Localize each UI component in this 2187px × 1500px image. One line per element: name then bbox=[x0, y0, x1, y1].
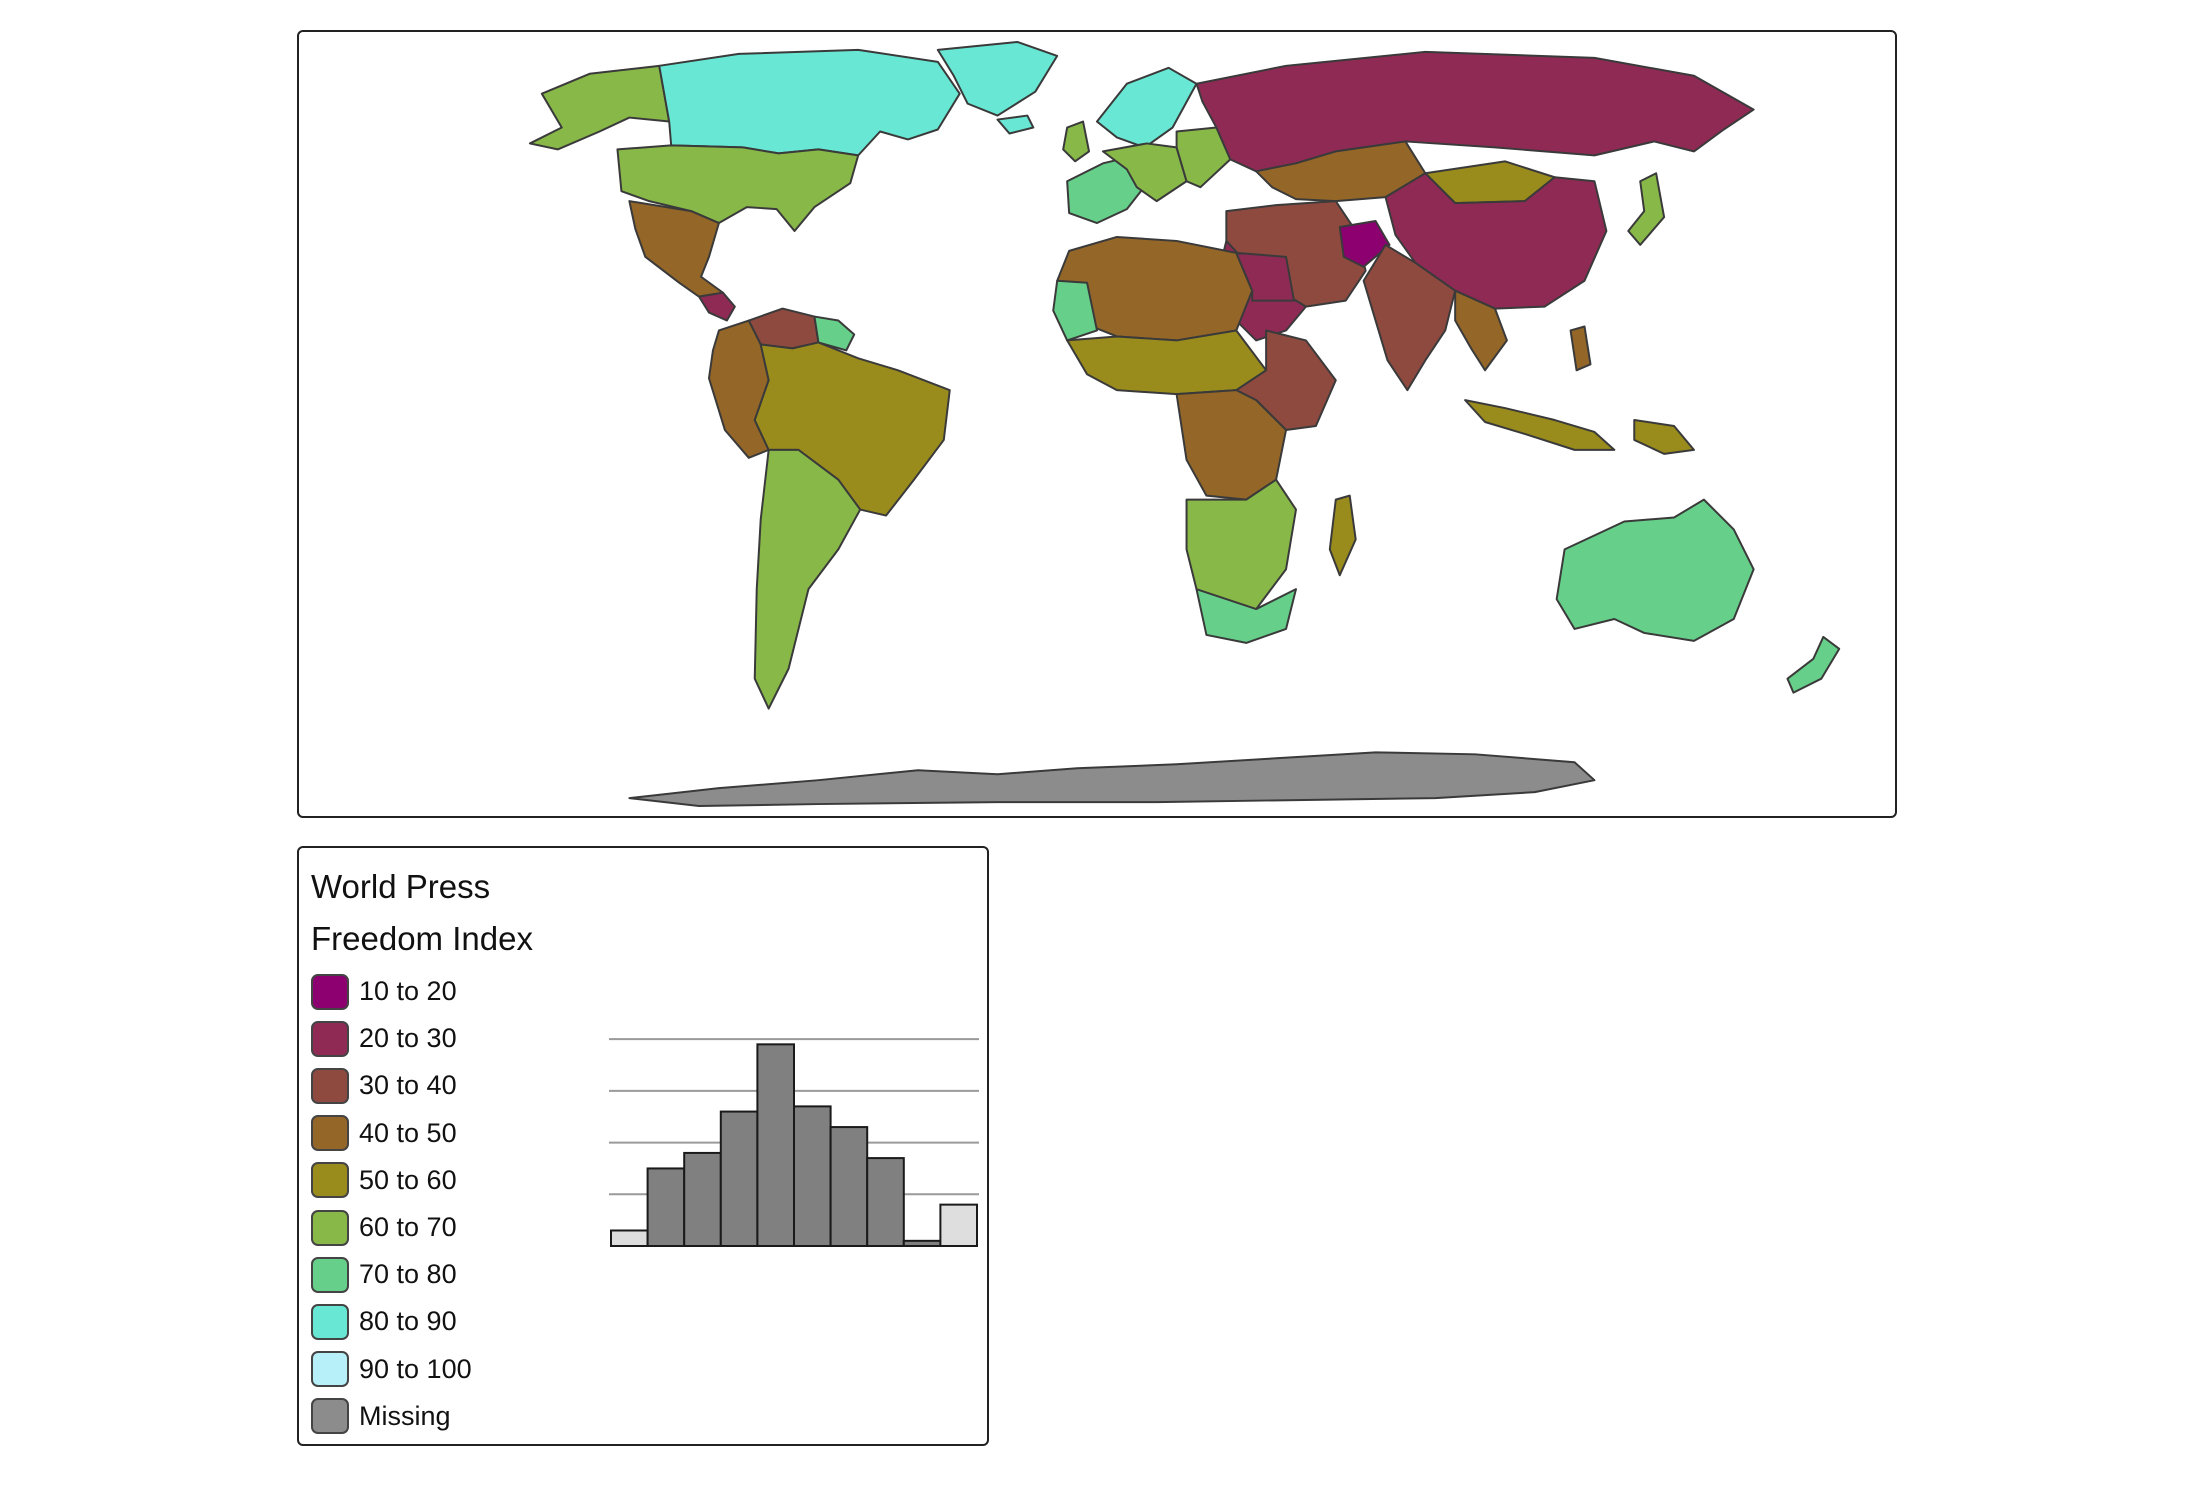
country-sahel[interactable] bbox=[1066, 329, 1268, 396]
legend-label: 20 to 30 bbox=[359, 1023, 457, 1054]
country-central-europe[interactable] bbox=[1101, 142, 1188, 203]
country-guianas[interactable] bbox=[813, 315, 856, 352]
country-southern-africa[interactable] bbox=[1185, 478, 1297, 620]
legend-item-90-100: 90 to 100 bbox=[311, 1346, 472, 1393]
histogram-bar bbox=[756, 1043, 795, 1248]
legend-swatch bbox=[311, 1256, 349, 1293]
histogram-bar bbox=[646, 1167, 686, 1247]
country-new-zealand[interactable] bbox=[1786, 635, 1841, 694]
world-map[interactable] bbox=[297, 30, 1897, 818]
country-antarctica[interactable] bbox=[628, 751, 1596, 808]
histogram-bar bbox=[610, 1229, 649, 1248]
legend-label: 10 to 20 bbox=[359, 976, 457, 1007]
country-alaska[interactable] bbox=[528, 64, 671, 151]
legend-label: 80 to 90 bbox=[359, 1306, 457, 1337]
country-southeast-asia[interactable] bbox=[1454, 289, 1508, 372]
country-brazil[interactable] bbox=[753, 341, 951, 517]
country-philippines[interactable] bbox=[1569, 325, 1592, 372]
histogram-bar bbox=[683, 1151, 722, 1247]
country-indonesia[interactable] bbox=[1464, 399, 1616, 451]
legend-item-70-80: 70 to 80 bbox=[311, 1251, 472, 1298]
legend-title-line-1: World Press bbox=[311, 868, 491, 905]
legend-swatch bbox=[311, 1020, 349, 1057]
legend-swatch bbox=[311, 1162, 349, 1199]
histogram-bar bbox=[719, 1110, 759, 1247]
histogram-bar bbox=[902, 1239, 942, 1248]
legend-swatch bbox=[311, 973, 349, 1010]
country-argentina[interactable] bbox=[753, 448, 862, 710]
legend-list: 10 to 20 20 to 30 30 to 40 40 to 50 50 t… bbox=[311, 968, 472, 1440]
legend-swatch bbox=[311, 1115, 349, 1152]
legend-item-80-90: 80 to 90 bbox=[311, 1298, 472, 1345]
legend-item-60-70: 60 to 70 bbox=[311, 1204, 472, 1251]
histogram-bar bbox=[829, 1126, 869, 1247]
country-russia[interactable] bbox=[1195, 50, 1755, 173]
legend-swatch bbox=[311, 1209, 349, 1246]
country-canada[interactable] bbox=[658, 48, 961, 157]
histogram-bar bbox=[793, 1105, 832, 1247]
legend-item-40-50: 40 to 50 bbox=[311, 1110, 472, 1157]
legend-label: 50 to 60 bbox=[359, 1164, 457, 1195]
legend-label: 40 to 50 bbox=[359, 1117, 457, 1148]
country-greenland[interactable] bbox=[936, 40, 1059, 117]
legend-label: 70 to 80 bbox=[359, 1259, 457, 1290]
legend-swatch bbox=[311, 1398, 349, 1435]
histogram-bar bbox=[866, 1157, 905, 1247]
country-egypt[interactable] bbox=[1235, 251, 1295, 302]
legend-item-missing: Missing bbox=[311, 1393, 472, 1440]
legend-panel: World Press Freedom Index 10 to 20 20 to… bbox=[297, 846, 989, 1446]
legend-title-line-2: Freedom Index bbox=[311, 920, 533, 957]
legend-histogram bbox=[609, 1038, 979, 1248]
country-mauritania[interactable] bbox=[1052, 279, 1098, 342]
country-india[interactable] bbox=[1362, 243, 1457, 392]
legend-item-30-40: 30 to 40 bbox=[311, 1062, 472, 1109]
country-australia[interactable] bbox=[1555, 498, 1755, 642]
country-central-america[interactable] bbox=[698, 291, 736, 322]
country-japan[interactable] bbox=[1627, 172, 1666, 246]
legend-swatch bbox=[311, 1067, 349, 1104]
country-papua[interactable] bbox=[1633, 419, 1695, 455]
histogram-bar bbox=[939, 1203, 978, 1247]
country-afghanistan[interactable] bbox=[1338, 220, 1391, 268]
legend-label: 90 to 100 bbox=[359, 1353, 472, 1384]
country-usa[interactable] bbox=[616, 144, 860, 232]
country-south-africa[interactable] bbox=[1195, 588, 1297, 644]
legend-swatch bbox=[311, 1303, 349, 1340]
legend-item-10-20: 10 to 20 bbox=[311, 968, 472, 1015]
country-scandinavia[interactable] bbox=[1096, 66, 1198, 149]
country-madagascar[interactable] bbox=[1328, 494, 1357, 577]
legend-label: 60 to 70 bbox=[359, 1212, 457, 1243]
legend-label: 30 to 40 bbox=[359, 1070, 457, 1101]
country-uk[interactable] bbox=[1062, 120, 1091, 163]
legend-label: Missing bbox=[359, 1400, 451, 1431]
legend-item-50-60: 50 to 60 bbox=[311, 1157, 472, 1204]
legend-item-20-30: 20 to 30 bbox=[311, 1015, 472, 1062]
country-colombia-peru[interactable] bbox=[707, 319, 770, 459]
legend-swatch bbox=[311, 1351, 349, 1388]
world-map-svg bbox=[528, 40, 1841, 808]
country-iceland[interactable] bbox=[996, 114, 1035, 135]
